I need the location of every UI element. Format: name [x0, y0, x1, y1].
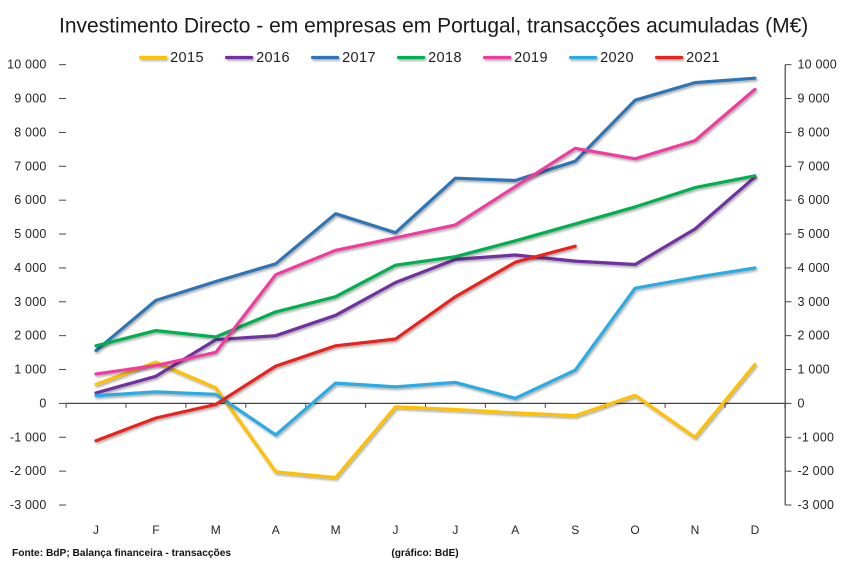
axes: [59, 64, 792, 506]
legend-item-2016: 2016: [225, 50, 290, 66]
legend-label-2015: 2015: [170, 50, 204, 66]
legend-label-2020: 2020: [600, 50, 634, 66]
y-axis-label-right: -1 000: [798, 430, 835, 444]
x-axis-label-month: S: [571, 523, 579, 537]
y-axis-label-right: 9 000: [798, 92, 830, 106]
series-line-2016: [94, 175, 757, 395]
legend-item-2017: 2017: [311, 50, 376, 66]
series-line-2020: [94, 266, 757, 437]
y-axis-label-left: 4 000: [14, 261, 46, 275]
y-axis-label-left: -3 000: [10, 498, 47, 512]
series-lines: [94, 76, 757, 480]
y-axis-label-left: -2 000: [10, 464, 47, 478]
legend-label-2016: 2016: [256, 50, 290, 66]
legend-label-2019: 2019: [514, 50, 548, 66]
legend: 2015 2016 2017 2018 2019 2020 2021: [139, 50, 720, 66]
x-axis-label-month: M: [331, 523, 341, 537]
x-axis-label-month: A: [511, 523, 519, 537]
x-axis-label-month: M: [211, 523, 221, 537]
legend-item-2019: 2019: [483, 50, 548, 66]
x-axis-label-month: J: [93, 523, 99, 537]
y-axis-label-left: 6 000: [14, 193, 46, 207]
y-axis-label-left: 7 000: [14, 159, 46, 173]
series-line-2017: [94, 76, 757, 353]
y-axis-label-right: -2 000: [798, 464, 835, 478]
series-line-2015: [94, 360, 757, 480]
x-axis-label-month: J: [393, 523, 399, 537]
series-line-2018: [94, 174, 757, 348]
y-axis-label-right: 7 000: [798, 159, 830, 173]
x-axis-label-month: J: [452, 523, 458, 537]
y-axis-label-left: 2 000: [14, 329, 46, 343]
y-axis-labels-left: -3 000 -2 000 -1 000 0 1 000 2 000 3 000 4 000 5…: [7, 58, 46, 512]
y-axis-label-left: 9 000: [14, 92, 46, 106]
legend-item-2015: 2015: [139, 50, 204, 66]
y-axis-label-left: 10 000: [7, 58, 46, 72]
y-axis-label-right: 10 000: [798, 58, 837, 72]
y-axis-label-left: 5 000: [14, 227, 46, 241]
y-axis-label-left: 1 000: [14, 363, 46, 377]
x-axis-label-month: D: [751, 523, 760, 537]
x-axis-label-month: F: [152, 523, 159, 537]
y-axis-label-right: 6 000: [798, 193, 830, 207]
y-axis-label-right: 5 000: [798, 227, 830, 241]
legend-item-2020: 2020: [568, 50, 634, 66]
series-line-2019: [94, 87, 757, 376]
y-axis-label-right: 4 000: [798, 261, 830, 275]
legend-label-2021: 2021: [686, 50, 720, 66]
y-axis-label-right: 0: [798, 396, 805, 410]
y-axis-label-right: 8 000: [798, 125, 830, 139]
y-axis-label-left: 3 000: [14, 295, 46, 309]
y-axis-label-right: -3 000: [798, 498, 835, 512]
legend-label-2017: 2017: [342, 50, 376, 66]
y-axis-label-right: 2 000: [798, 329, 830, 343]
legend-item-2018: 2018: [397, 50, 462, 66]
y-axis-label-right: 1 000: [798, 363, 830, 377]
series-line-2021: [94, 244, 577, 443]
y-axis-label-left: -1 000: [10, 430, 47, 444]
y-axis-labels-right: -3 000 -2 000 -1 000 0 1 000 2 000 3 000 4 000 5…: [798, 58, 837, 512]
x-axis-label-month: N: [691, 523, 700, 537]
y-axis-label-right: 3 000: [798, 295, 830, 309]
legend-item-2021: 2021: [654, 50, 720, 66]
chart-title: Investimento Directo - em empresas em Po…: [59, 15, 808, 38]
footer-note: (gráfico: BdE): [391, 548, 458, 559]
footer-source: Fonte: BdP; Balança financeira - transac…: [12, 548, 231, 559]
x-axis-label-month: O: [630, 523, 639, 537]
legend-label-2018: 2018: [428, 50, 462, 66]
x-axis-label-month: A: [272, 523, 280, 537]
y-axis-label-left: 8 000: [14, 125, 46, 139]
y-axis-label-left: 0: [39, 396, 46, 410]
